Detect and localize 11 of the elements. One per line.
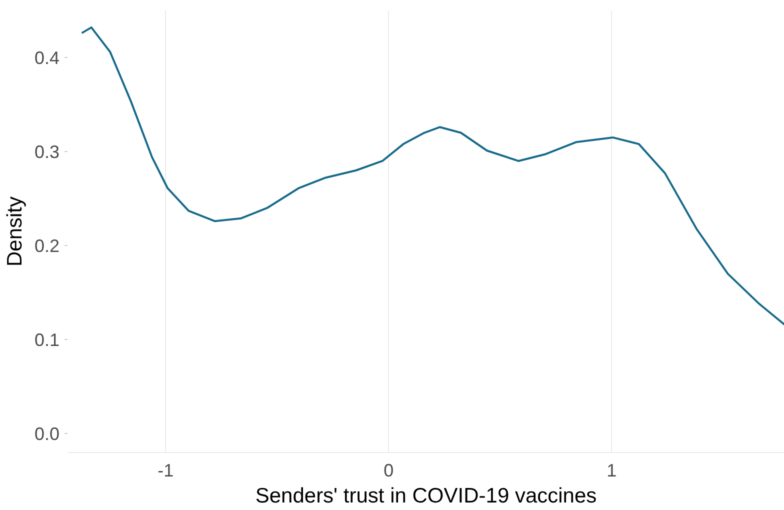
- x-tick-label: 1: [606, 460, 617, 480]
- line-series: [80, 26, 784, 326]
- y-tick-label: 0.1: [34, 330, 60, 350]
- x-tick-label: -1: [158, 460, 174, 480]
- x-axis-title: Senders' trust in COVID-19 vaccines: [255, 484, 597, 508]
- y-axis-title: Density: [3, 196, 26, 267]
- y-tick-label: 0.2: [34, 236, 60, 256]
- y-tick-label: 0.3: [34, 142, 60, 162]
- x-tick-label: 0: [384, 460, 394, 480]
- y-tick-label: 0.4: [34, 48, 60, 68]
- y-tick-label: 0.0: [34, 424, 60, 444]
